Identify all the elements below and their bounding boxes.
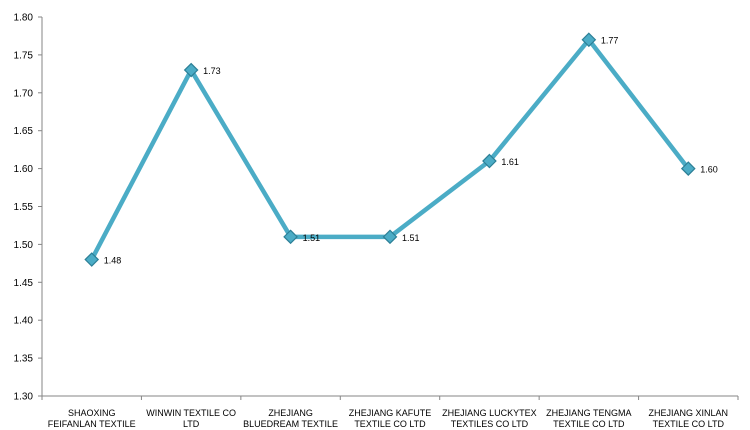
axes [41,17,738,397]
x-axis-categories: SHAOXING FEIFANLAN TEXTILE WINWIN TEXTILE … [41,396,739,429]
y-tick-label: 1.45 [14,278,34,289]
x-category-label: ZHEJIANG TENGMA TEXTILE CO LTD [546,408,631,429]
data-value-label: 1.51 [303,233,321,243]
data-point-marker [84,252,100,267]
data-value-label: 1.61 [501,157,519,167]
y-axis-ticks: 1.30 1.35 1.40 1.45 1.50 1.55 1.60 1.65 1.70 1.75… [14,13,42,403]
x-category-label: ZHEJIANG XINLAN TEXTILE CO LTD [649,408,729,429]
x-category-label: ZHEJIANG LUCKYTEX TEXTILES CO LTD [442,408,537,429]
data-point-marker [482,153,497,169]
data-point-marker [680,161,696,176]
y-tick-label: 1.65 [14,126,34,137]
y-tick-label: 1.60 [14,164,34,175]
data-value-label: 1.60 [700,165,718,175]
y-tick-label: 1.80 [14,13,34,24]
y-tick-label: 1.30 [14,392,34,403]
data-value-label: 1.77 [601,36,619,46]
x-category-label: WINWIN TEXTILE CO LTD [146,408,236,429]
series-line [89,37,691,262]
data-point-marker [581,32,597,48]
x-category-label: ZHEJIANG BLUEDREAM TEXTILE [243,408,338,429]
y-tick-label: 1.55 [14,202,34,213]
y-tick-label: 1.35 [14,354,34,365]
x-category-label: ZHEJIANG KAFUTE TEXTILE CO LTD [349,408,432,429]
data-labels: 1.48 1.73 1.51 1.51 1.61 1.77 1.60 [104,36,718,266]
y-tick-label: 1.50 [14,240,34,251]
data-value-label: 1.51 [402,233,420,243]
series-layer [84,32,696,267]
data-point-marker [382,229,398,245]
data-value-label: 1.73 [203,66,221,76]
data-value-label: 1.48 [104,256,122,266]
y-tick-label: 1.70 [14,88,34,99]
data-point-marker [183,62,199,78]
y-tick-label: 1.75 [14,50,34,61]
y-tick-label: 1.40 [14,316,34,327]
data-point-marker [283,229,298,245]
x-category-label: SHAOXING FEIFANLAN TEXTILE [48,408,136,429]
